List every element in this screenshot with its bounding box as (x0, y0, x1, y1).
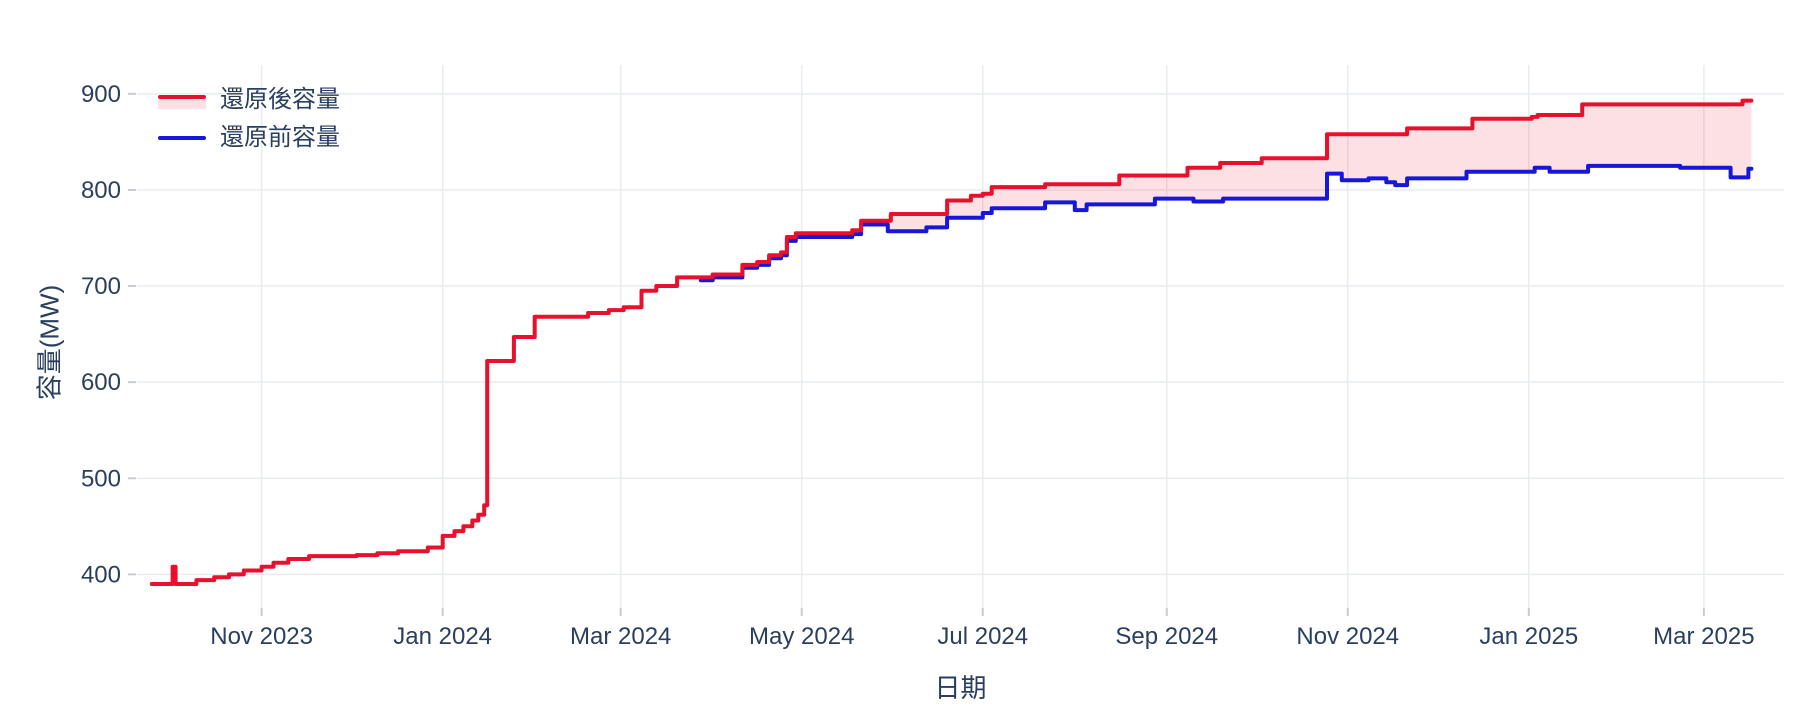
x-tick-label: Nov 2024 (1296, 623, 1399, 650)
legend: 還原後容量 還原前容量 (158, 88, 340, 150)
y-tick-label: 500 (81, 465, 121, 492)
y-tick-label: 900 (81, 81, 121, 108)
blue-line-swatch-icon (158, 129, 206, 147)
x-axis-title: 日期 (934, 673, 987, 703)
red-line-swatch-icon (158, 91, 206, 109)
y-tick-label: 800 (81, 177, 121, 204)
x-tick-label: Jan 2025 (1479, 623, 1578, 650)
x-tick-label: Jan 2024 (393, 623, 492, 650)
x-tick-label: Mar 2025 (1653, 623, 1754, 650)
x-tick-label: Mar 2024 (570, 623, 671, 650)
line-after-restoration (149, 98, 1754, 586)
y-tick-label: 700 (81, 273, 121, 300)
x-tick-label: May 2024 (749, 623, 854, 650)
gridlines (137, 65, 1784, 608)
y-axis-title: 容量(MW) (34, 284, 65, 401)
axis-ticks-and-labels: 400 500 600 700 800 900 Nov 2023 Jan 2024 Mar 20… (81, 81, 1755, 650)
legend-label-before-restoration: 還原前容量 (220, 124, 340, 151)
fill-between-area (700, 100, 1752, 281)
x-tick-label: Nov 2023 (210, 623, 313, 650)
x-tick-label: Jul 2024 (937, 623, 1028, 650)
x-tick-label: Sep 2024 (1115, 623, 1218, 650)
y-tick-label: 600 (81, 369, 121, 396)
y-tick-label: 400 (81, 561, 121, 588)
legend-label-after-restoration: 還原後容量 (220, 86, 340, 113)
legend-entry-before-restoration[interactable]: 還原前容量 (158, 126, 340, 150)
legend-entry-after-restoration[interactable]: 還原後容量 (158, 88, 340, 112)
